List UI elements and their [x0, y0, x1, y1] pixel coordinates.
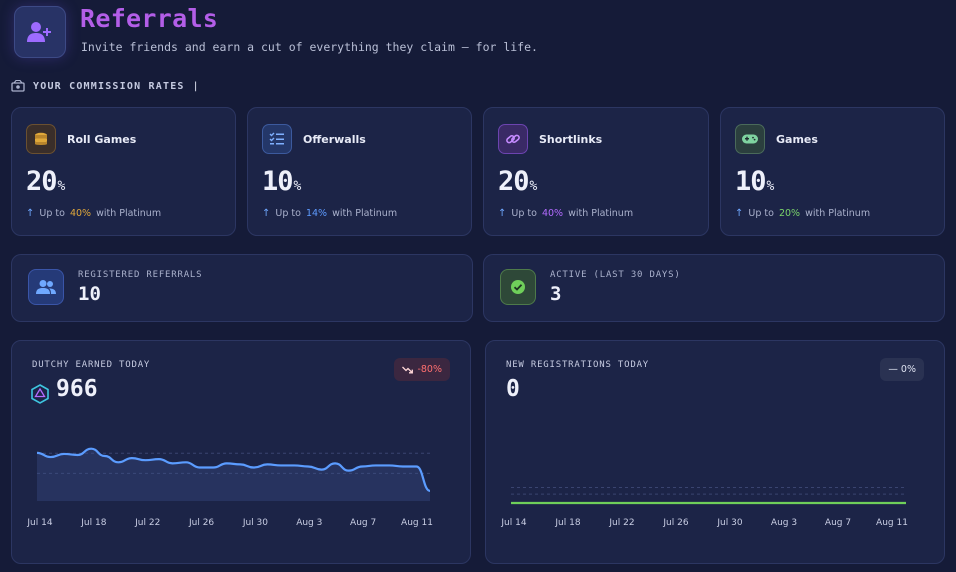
new-registrations-chart: Jul 14 Jul 18 Jul 22 Jul 26 Jul 30 Aug 3 Aug 7… — [500, 487, 908, 528]
chart-label: DUTCHY EARNED TODAY — [32, 360, 151, 370]
checklist-icon — [262, 124, 292, 154]
x-tick-label: Aug 7 — [350, 518, 376, 528]
coin-stack-icon — [26, 124, 56, 154]
chart-value: 0 — [506, 376, 520, 402]
users-icon — [28, 269, 64, 305]
dutchy-earned-chart: Jul 14 Jul 18 Jul 22 Jul 26 Jul 30 Aug 3 Aug 7… — [26, 447, 433, 528]
x-tick-label: Aug 11 — [876, 518, 908, 528]
x-tick-label: Aug 3 — [771, 518, 797, 528]
gamepad-icon — [735, 124, 765, 154]
rate-name: Games — [776, 133, 818, 146]
arrow-up-icon: ↑ — [735, 208, 744, 219]
x-tick-label: Jul 18 — [554, 518, 580, 528]
money-icon — [11, 80, 25, 92]
change-badge: -80% — [394, 358, 450, 381]
page-title: Referrals — [80, 4, 219, 33]
chart-label: NEW REGISTRATIONS TODAY — [506, 360, 650, 370]
rate-value: 10% — [262, 166, 302, 197]
dutchy-coin-icon — [31, 384, 49, 404]
x-tick-label: Jul 30 — [716, 518, 742, 528]
rate-name: Offerwalls — [303, 133, 366, 146]
x-tick-label: Jul 30 — [242, 518, 268, 528]
rate-value: 20% — [498, 166, 538, 197]
x-tick-label: Jul 26 — [662, 518, 688, 528]
x-tick-label: Jul 22 — [134, 518, 160, 528]
commission-rates-section-label: YOUR COMMISSION RATES | — [11, 80, 200, 92]
rate-card-games: Games 10% ↑ Up to 20% with Platinum — [720, 107, 945, 236]
rate-upgrade-note: ↑ Up to 20% with Platinum — [735, 208, 871, 219]
dutchy-earned-chart-card: DUTCHY EARNED TODAY 966 -80% Jul 14 Jul 1… — [11, 340, 471, 564]
active-referrals-card: ACTIVE (LAST 30 DAYS) 3 — [483, 254, 945, 322]
arrow-up-icon: ↑ — [26, 208, 35, 219]
rate-name: Roll Games — [67, 133, 137, 146]
rate-value: 20% — [26, 166, 66, 197]
rate-value: 10% — [735, 166, 775, 197]
check-circle-icon — [500, 269, 536, 305]
arrow-up-icon: ↑ — [262, 208, 271, 219]
referrals-header-icon — [14, 6, 66, 58]
rate-card-roll-games: Roll Games 20% ↑ Up to 40% with Platinum — [11, 107, 236, 236]
chart-value: 966 — [56, 376, 98, 402]
arrow-up-icon: ↑ — [498, 208, 507, 219]
x-tick-label: Jul 18 — [80, 518, 106, 528]
stat-value: 3 — [550, 283, 562, 305]
stat-value: 10 — [78, 283, 101, 305]
rate-card-offerwalls: Offerwalls 10% ↑ Up to 14% with Platinum — [247, 107, 472, 236]
rate-upgrade-note: ↑ Up to 14% with Platinum — [262, 208, 398, 219]
rate-name: Shortlinks — [539, 133, 603, 146]
rate-upgrade-note: ↑ Up to 40% with Platinum — [498, 208, 634, 219]
x-tick-label: Jul 26 — [188, 518, 214, 528]
series-area — [37, 448, 430, 501]
trend-down-icon — [402, 366, 414, 373]
section-label-text: YOUR COMMISSION RATES — [33, 80, 185, 92]
x-tick-label: Aug 3 — [296, 518, 322, 528]
x-tick-label: Jul 14 — [26, 518, 52, 528]
link-icon — [498, 124, 528, 154]
stat-label: REGISTERED REFERRALS — [78, 270, 203, 280]
new-registrations-chart-card: NEW REGISTRATIONS TODAY 0 — 0% Jul 14 Jul… — [485, 340, 945, 564]
series-line — [36, 447, 431, 492]
x-tick-label: Jul 14 — [500, 518, 526, 528]
rate-card-shortlinks: Shortlinks 20% ↑ Up to 40% with Platinum — [483, 107, 709, 236]
registered-referrals-card: REGISTERED REFERRALS 10 — [11, 254, 473, 322]
rate-upgrade-note: ↑ Up to 40% with Platinum — [26, 208, 162, 219]
x-tick-label: Jul 22 — [608, 518, 634, 528]
page-subtitle: Invite friends and earn a cut of everyth… — [81, 40, 538, 54]
x-tick-label: Aug 11 — [401, 518, 433, 528]
user-plus-icon — [27, 22, 51, 42]
change-badge: — 0% — [880, 358, 924, 381]
x-tick-label: Aug 7 — [825, 518, 851, 528]
stat-label: ACTIVE (LAST 30 DAYS) — [550, 270, 681, 280]
